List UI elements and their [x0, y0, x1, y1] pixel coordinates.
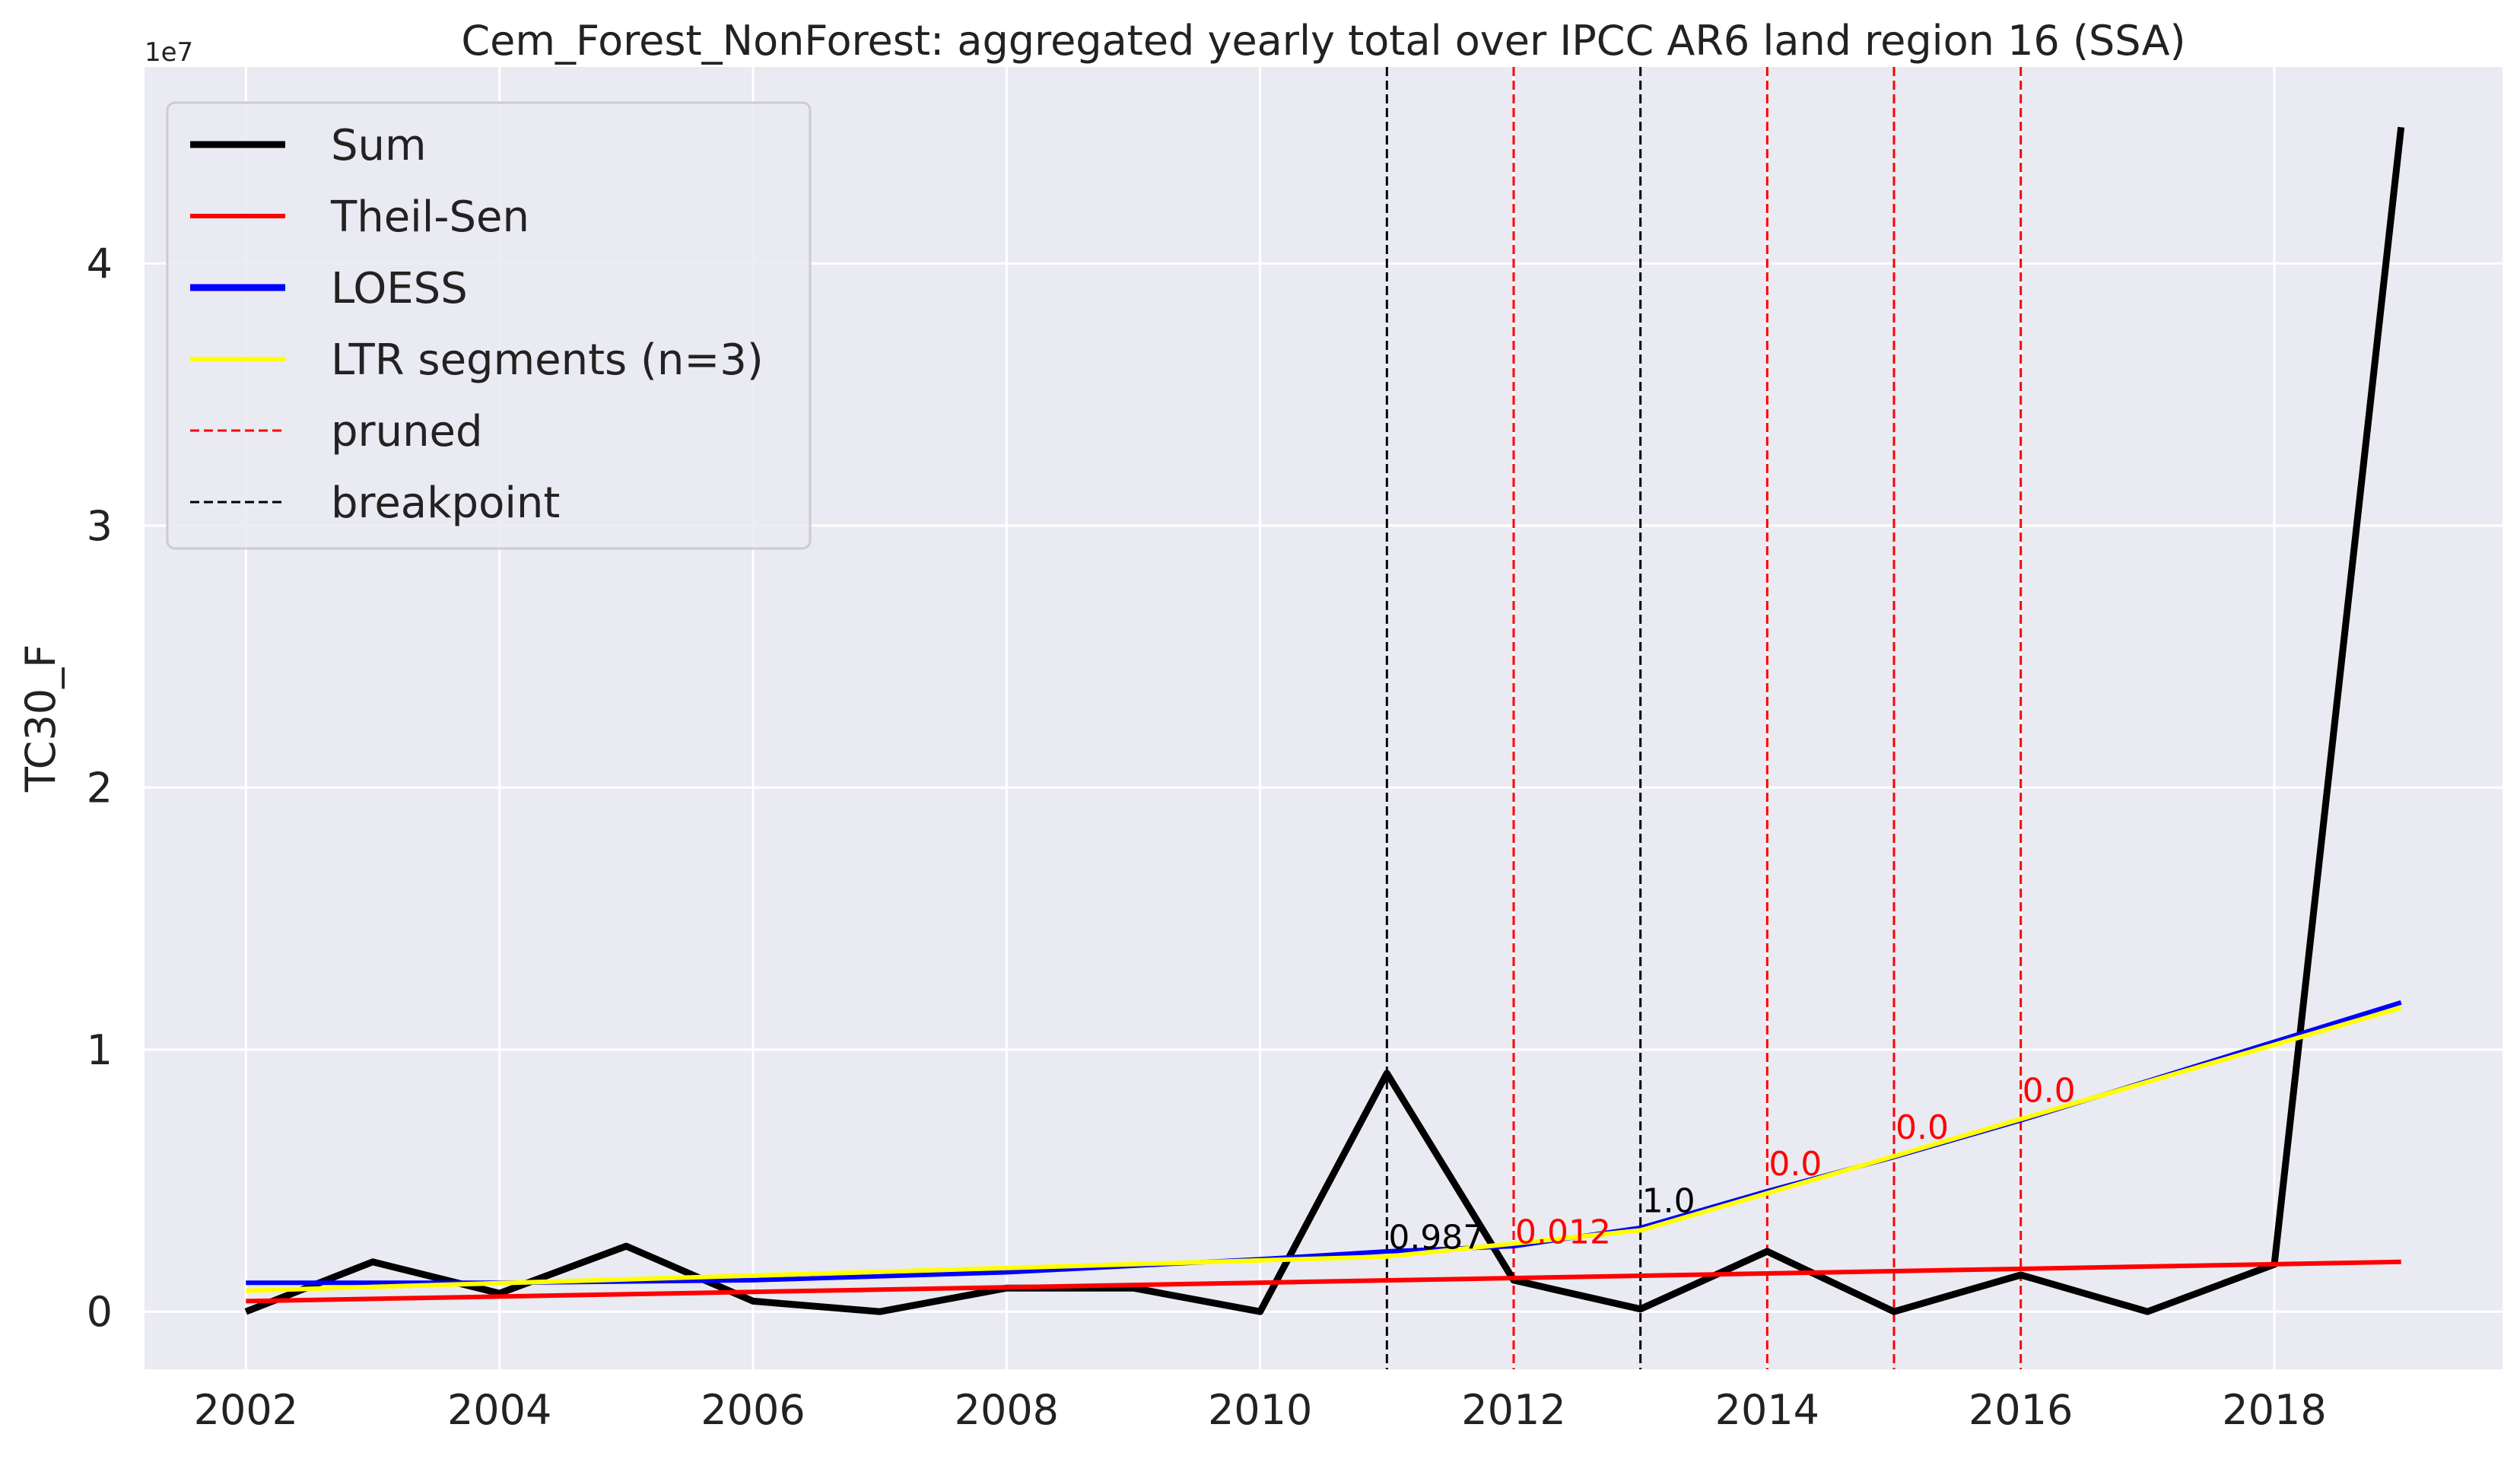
vline-label: 0.0 — [2023, 1072, 2076, 1111]
x-tick-label: 2004 — [447, 1386, 551, 1434]
y-tick-label: 4 — [87, 240, 113, 288]
y-tick-label: 1 — [87, 1026, 113, 1074]
series-line-theil-sen — [246, 1259, 2401, 1304]
x-tick-label: 2008 — [955, 1386, 1059, 1434]
vline-label: 0.987 — [1388, 1219, 1484, 1257]
legend-label: breakpoint — [331, 478, 560, 528]
series-line-ltr-segments-n-3 — [246, 1005, 2402, 1293]
x-tick-label: 2016 — [1969, 1386, 2073, 1434]
x-tick-label: 2002 — [194, 1386, 298, 1434]
y-axis-label: TC30_F — [17, 644, 65, 793]
legend-label: Theil-Sen — [330, 192, 529, 242]
x-tick-label: 2018 — [2222, 1386, 2326, 1434]
vline-label: 0.012 — [1515, 1213, 1611, 1252]
vline-labels: 0.987 0.012 1.0 0.0 0.0 0.0 — [1388, 1072, 2075, 1257]
y-axis-exponent-label: 1e7 — [145, 37, 193, 68]
legend-label: LTR segments (n=3) — [331, 335, 764, 385]
legend-box — [166, 101, 812, 550]
legend-label: Sum — [331, 121, 427, 170]
y-tick-labels: 0 1 2 3 4 — [87, 240, 113, 1336]
series-lines — [244, 126, 2405, 1315]
x-tick-label: 2012 — [1461, 1386, 1565, 1434]
y-tick-label: 2 — [87, 764, 113, 812]
x-tick-labels: 2002 2004 2006 2008 2010 2012 2014 2016 2018 — [194, 1386, 2327, 1434]
y-tick-label: 0 — [87, 1288, 113, 1336]
legend-label: LOESS — [331, 264, 468, 313]
vline-label: 0.0 — [1896, 1108, 1949, 1147]
y-tick-label: 3 — [87, 502, 113, 550]
vline-label: 1.0 — [1642, 1181, 1695, 1220]
x-tick-label: 2006 — [701, 1386, 805, 1434]
vertical-lines — [1385, 67, 2023, 1369]
legend: Sum Theil-Sen LOESS LTR segments (n=3) prune… — [166, 101, 812, 550]
vline-label: 0.0 — [1768, 1145, 1822, 1184]
chart-title: Cem_Forest_NonForest: aggregated yearly … — [461, 17, 2185, 65]
x-tick-label: 2014 — [1715, 1386, 1819, 1434]
x-tick-label: 2010 — [1208, 1386, 1312, 1434]
series-line-sum — [244, 126, 2405, 1315]
legend-label: pruned — [331, 407, 483, 456]
